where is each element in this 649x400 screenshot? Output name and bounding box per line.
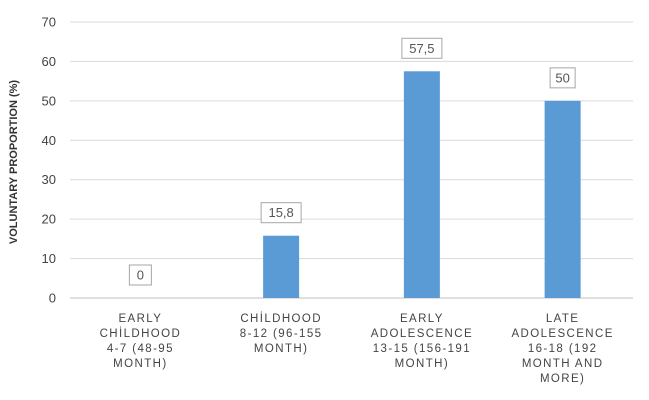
data-label-box	[549, 67, 576, 89]
data-label-box	[128, 264, 152, 286]
bar	[263, 235, 300, 298]
x-category-label: MONTH)	[395, 358, 449, 370]
y-axis-title: VOLUNTARY PROPORTION (%)	[8, 80, 20, 245]
x-category-label: ADOLESCENCE	[511, 328, 613, 340]
x-category-label: MONTH AND	[522, 358, 604, 370]
x-category-label: EARLY	[118, 313, 162, 325]
x-axis-categories: EARLY CHİLDHOOD 4-7 (48-95 MONTH) CHİLDHOOD 8…	[100, 312, 613, 385]
y-tick-label: 60	[42, 54, 56, 69]
y-tick-label: 10	[42, 251, 56, 266]
x-category-label: MORE)	[540, 373, 585, 385]
x-category-label: CHİLDHOOD	[240, 312, 322, 325]
bar	[403, 71, 440, 299]
x-category-label: ADOLESCENCE	[371, 328, 473, 340]
data-label: 50	[555, 70, 569, 85]
y-tick-label: 50	[42, 93, 56, 108]
data-label-box	[260, 202, 302, 224]
gridlines	[70, 21, 633, 299]
x-category-label: 16-18 (192	[528, 343, 598, 355]
y-tick-label: 20	[42, 212, 56, 227]
data-label: 57,5	[409, 41, 434, 56]
x-category-label: CHİLDHOOD	[100, 327, 182, 340]
y-axis-ticks: 0 10 20 30 40 50 60 70	[42, 15, 56, 306]
x-category-label: LATE	[546, 313, 580, 325]
data-label: 0	[137, 268, 144, 283]
data-label: 15,8	[268, 205, 293, 220]
y-tick-label: 40	[42, 133, 56, 148]
x-category-label: MONTH)	[113, 358, 167, 370]
bar	[544, 100, 581, 298]
data-label-box	[401, 37, 443, 59]
x-category-label: MONTH)	[254, 343, 308, 355]
bars	[263, 71, 581, 299]
x-category-label: 13-15 (156-191	[373, 343, 471, 355]
y-tick-label: 0	[49, 291, 56, 306]
x-category-label: 8-12 (96-155	[240, 328, 323, 340]
y-tick-label: 30	[42, 172, 56, 187]
x-category-label: 4-7 (48-95	[107, 343, 174, 355]
data-labels: 0 15,8 57,5 50	[128, 37, 576, 286]
x-category-label: EARLY	[400, 313, 444, 325]
y-tick-label: 70	[42, 15, 56, 30]
